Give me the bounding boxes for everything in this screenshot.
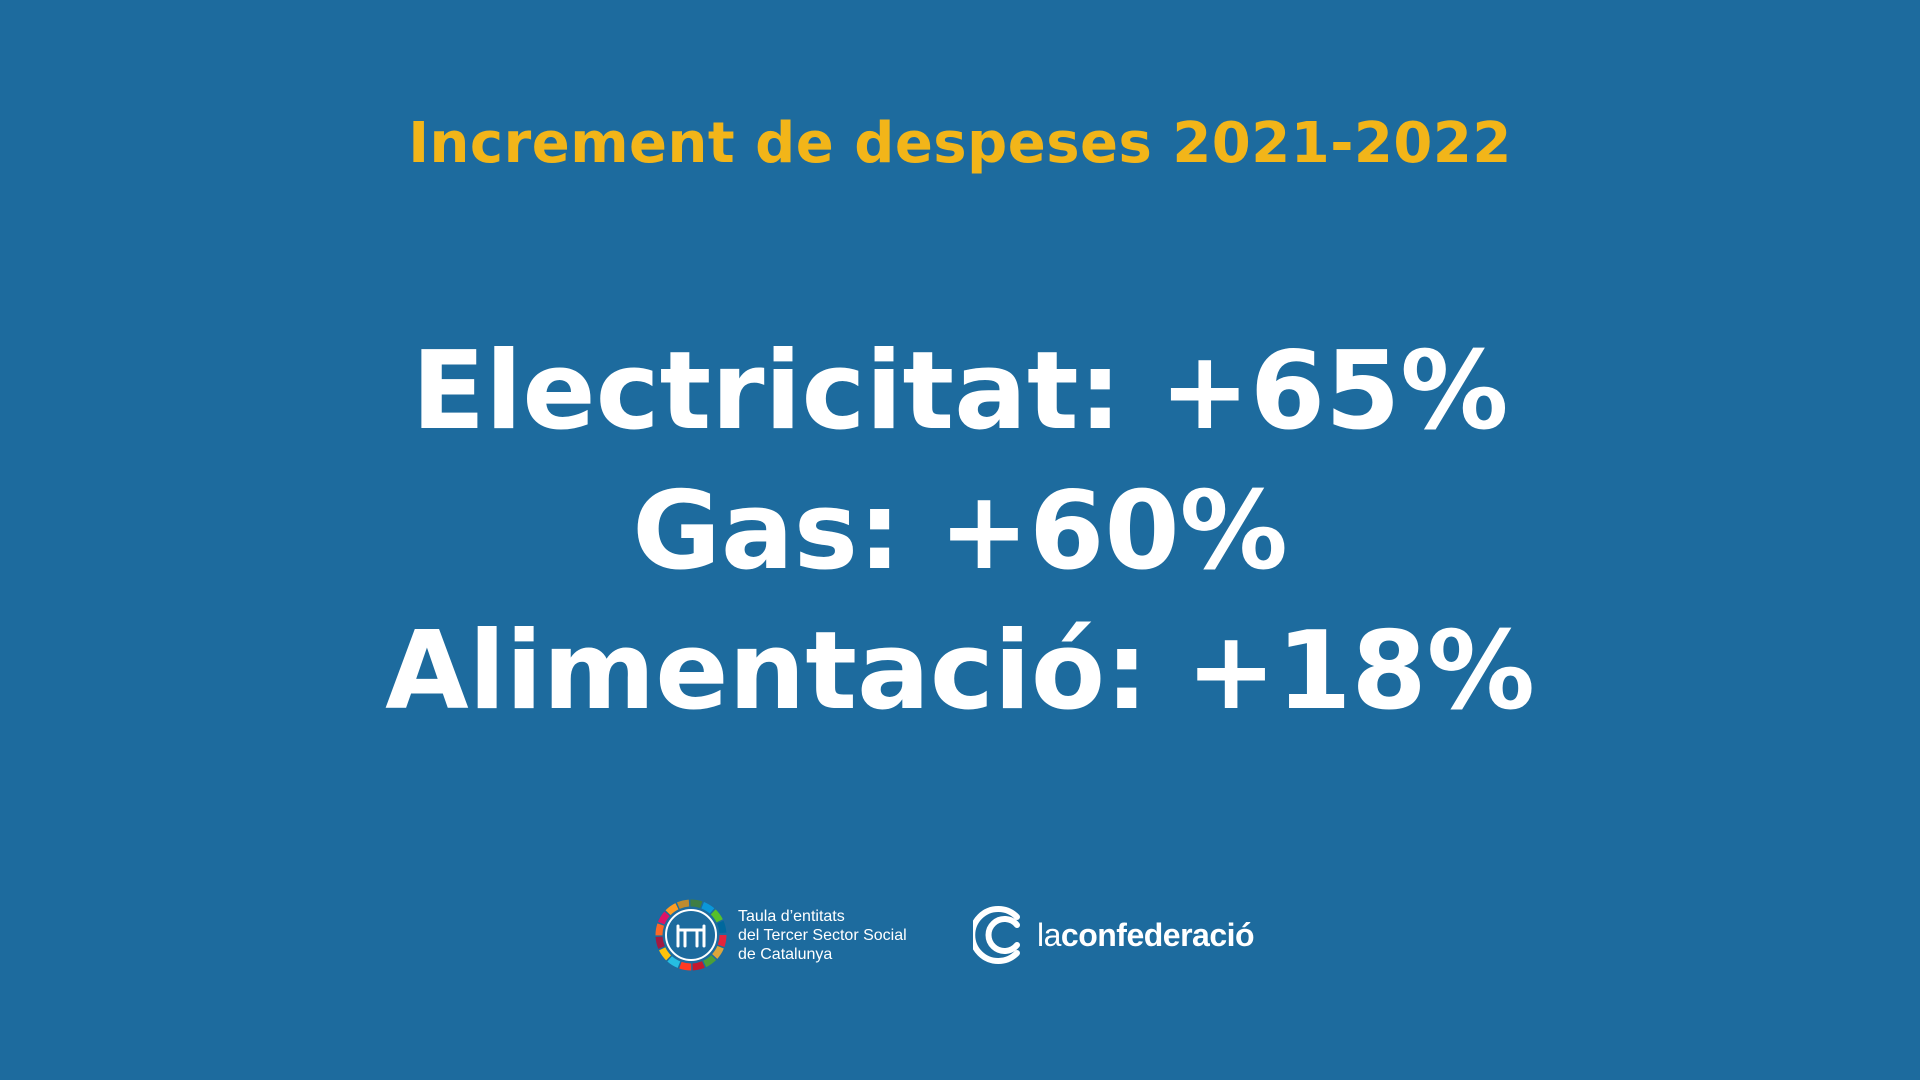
stat-alimentacio: Alimentació: +18% bbox=[385, 609, 1535, 734]
stats-list: Electricitat: +65% Gas: +60% Alimentació… bbox=[0, 322, 1920, 742]
taula-line-1: Taula d’entitats bbox=[738, 907, 845, 925]
confederacio-logo: laconfederació bbox=[973, 895, 1255, 975]
taula-line-3: de Catalunya bbox=[738, 945, 833, 963]
taula-emblem-icon bbox=[655, 899, 727, 971]
stat-gas: Gas: +60% bbox=[632, 469, 1288, 594]
taula-logo: Taula d’entitats del Tercer Sector Socia… bbox=[654, 895, 907, 975]
confederacio-wordmark: laconfederació bbox=[1037, 916, 1255, 954]
page-title: Increment de despeses 2021-2022 bbox=[408, 111, 1512, 176]
taula-line-2: del Tercer Sector Social bbox=[738, 926, 907, 944]
confederacio-c-icon bbox=[973, 906, 1020, 964]
confederacio-prefix: la bbox=[1037, 916, 1061, 953]
confederacio-name: confederació bbox=[1060, 916, 1255, 953]
stat-electricitat: Electricitat: +65% bbox=[411, 329, 1509, 454]
taula-name: Taula d’entitats del Tercer Sector Socia… bbox=[738, 907, 907, 964]
footer-logos: Taula d’entitats del Tercer Sector Socia… bbox=[0, 895, 1920, 975]
